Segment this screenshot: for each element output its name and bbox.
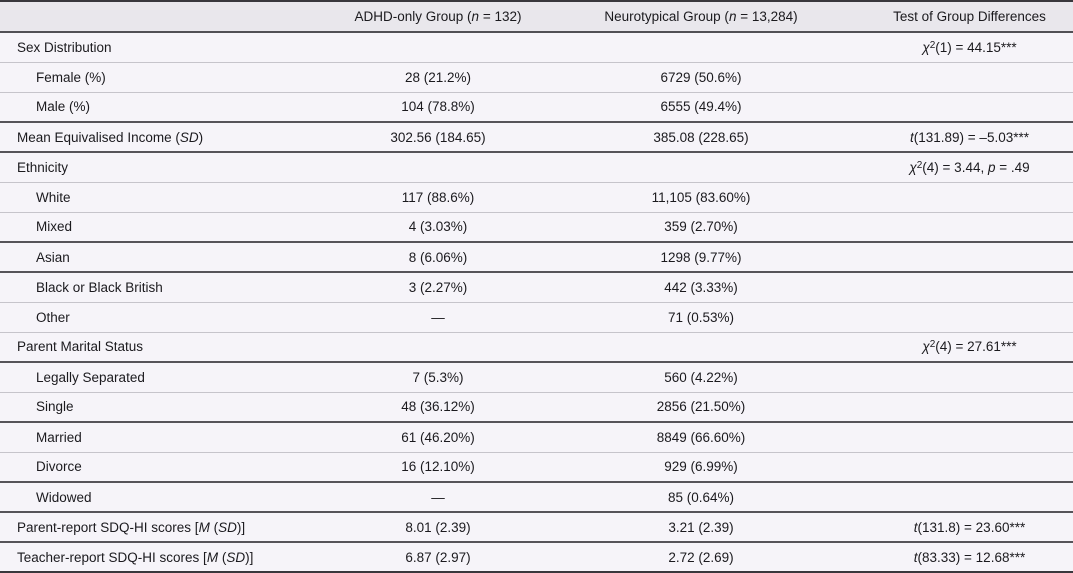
row-label: Parent Marital Status bbox=[0, 332, 340, 363]
cell-test-statistic bbox=[866, 422, 1073, 453]
cell-neurotypical-value: 359 (2.70%) bbox=[536, 212, 866, 243]
col-header-variable bbox=[0, 2, 340, 33]
cell-adhd-value: 4 (3.03%) bbox=[340, 212, 536, 243]
table-row: Male (%) 104 (78.8%) 6555 (49.4%) bbox=[0, 92, 1073, 123]
cell-adhd-value: 104 (78.8%) bbox=[340, 92, 536, 123]
table-row: Asian 8 (6.06%) 1298 (9.77%) bbox=[0, 242, 1073, 273]
cell-test-statistic: t(131.8) = 23.60*** bbox=[866, 512, 1073, 543]
cell-adhd-value bbox=[340, 32, 536, 63]
table-row: Sex Distribution χ2(1) = 44.15*** bbox=[0, 32, 1073, 63]
table-row: Parent Marital Status χ2(4) = 27.61*** bbox=[0, 332, 1073, 363]
cell-neurotypical-value: 11,105 (83.60%) bbox=[536, 182, 866, 213]
row-label: Other bbox=[0, 302, 340, 333]
cell-test-statistic: χ2(4) = 3.44, p = .49 bbox=[866, 152, 1073, 183]
cell-neurotypical-value: 385.08 (228.65) bbox=[536, 122, 866, 153]
cell-test-statistic: t(83.33) = 12.68*** bbox=[913, 550, 1026, 565]
cell-adhd-value: 8.01 (2.39) bbox=[340, 512, 536, 543]
table-row: Parent-report SDQ-HI scores [M (SD)] 8.01… bbox=[0, 512, 1073, 543]
row-label: Widowed bbox=[0, 482, 340, 513]
row-label: Legally Separated bbox=[0, 362, 340, 393]
cell-test-statistic bbox=[866, 452, 1073, 483]
cell-neurotypical-value: 3.21 (2.39) bbox=[536, 512, 866, 543]
cell-neurotypical-value: 1298 (9.77%) bbox=[536, 242, 866, 273]
table-row: Single 48 (36.12%) 2856 (21.50%) bbox=[0, 392, 1073, 423]
cell-adhd-value bbox=[340, 332, 536, 363]
row-label: Single bbox=[0, 392, 340, 423]
cell-adhd-value: 7 (5.3%) bbox=[340, 362, 536, 393]
row-label: Parent-report SDQ-HI scores [M (SD)] bbox=[0, 512, 340, 543]
table-row: Legally Separated 7 (5.3%) 560 (4.22%) bbox=[0, 362, 1073, 393]
cell-test-statistic bbox=[866, 242, 1073, 273]
table-row: Teacher-report SDQ-HI scores [M (SD)] 6.8… bbox=[0, 542, 1073, 571]
cell-adhd-value: — bbox=[340, 482, 536, 513]
cell-neurotypical-value bbox=[536, 152, 866, 183]
table-row: Divorce 16 (12.10%) 929 (6.99%) bbox=[0, 452, 1073, 483]
cell-neurotypical-value bbox=[536, 332, 866, 363]
cell-adhd-value bbox=[340, 152, 536, 183]
cell-neurotypical-value: 560 (4.22%) bbox=[536, 362, 866, 393]
col-header-adhd-group: ADHD-only Group (n = 132) bbox=[340, 2, 536, 33]
row-label: White bbox=[0, 182, 340, 213]
table-row: Other —71 (0.53%) bbox=[0, 302, 1073, 333]
cell-adhd-value: — bbox=[340, 302, 536, 333]
cell-neurotypical-value: 929 (6.99%) bbox=[536, 452, 866, 483]
table-header-row: ADHD-only Group (n = 132) Neurotypical G… bbox=[0, 2, 1073, 33]
cell-test-statistic bbox=[866, 392, 1073, 423]
col-header-neurotypical-group: Neurotypical Group (n = 13,284) bbox=[536, 2, 866, 33]
row-label: Teacher-report SDQ-HI scores [M (SD)] bbox=[17, 550, 254, 565]
cell-adhd-value: 6.87 (2.97) bbox=[405, 550, 471, 565]
cell-test-statistic bbox=[866, 482, 1073, 513]
row-label: Ethnicity bbox=[0, 152, 340, 183]
row-label: Mean Equivalised Income (SD) bbox=[0, 122, 340, 153]
table-row: Female (%) 28 (21.2%) 6729 (50.6%) bbox=[0, 62, 1073, 93]
cell-adhd-value: 16 (12.10%) bbox=[340, 452, 536, 483]
cell-adhd-value: 8 (6.06%) bbox=[340, 242, 536, 273]
cell-adhd-value: 302.56 (184.65) bbox=[340, 122, 536, 153]
cell-neurotypical-value: 442 (3.33%) bbox=[536, 272, 866, 303]
cell-test-statistic: t(131.89) = –5.03*** bbox=[866, 122, 1073, 153]
table-header: ADHD-only Group (n = 132) Neurotypical G… bbox=[0, 2, 1073, 33]
table-row: Mean Equivalised Income (SD) 302.56 (184.… bbox=[0, 122, 1073, 153]
cell-neurotypical-value: 85 (0.64%) bbox=[536, 482, 866, 513]
table-row: Mixed 4 (3.03%) 359 (2.70%) bbox=[0, 212, 1073, 243]
row-label: Sex Distribution bbox=[0, 32, 340, 63]
cell-test-statistic: χ2(1) = 44.15*** bbox=[866, 32, 1073, 63]
col-header-test-of-group-differences: Test of Group Differences bbox=[866, 2, 1073, 33]
cell-neurotypical-value: 8849 (66.60%) bbox=[536, 422, 866, 453]
cell-neurotypical-value: 71 (0.53%) bbox=[536, 302, 866, 333]
row-label: Male (%) bbox=[0, 92, 340, 123]
table-row: Married 61 (46.20%) 8849 (66.60%) bbox=[0, 422, 1073, 453]
row-label: Black or Black British bbox=[0, 272, 340, 303]
cell-adhd-value: 117 (88.6%) bbox=[340, 182, 536, 213]
cell-adhd-value: 48 (36.12%) bbox=[340, 392, 536, 423]
row-label: Female (%) bbox=[0, 62, 340, 93]
cell-test-statistic bbox=[866, 92, 1073, 123]
cell-neurotypical-value: 6555 (49.4%) bbox=[536, 92, 866, 123]
row-label: Married bbox=[0, 422, 340, 453]
cell-test-statistic bbox=[866, 62, 1073, 93]
cell-test-statistic bbox=[866, 302, 1073, 333]
cell-neurotypical-value: 2856 (21.50%) bbox=[536, 392, 866, 423]
cell-neurotypical-value: 6729 (50.6%) bbox=[536, 62, 866, 93]
table-row: White 117 (88.6%) 11,105 (83.60%) bbox=[0, 182, 1073, 213]
row-label: Mixed bbox=[0, 212, 340, 243]
cell-test-statistic: χ2(4) = 27.61*** bbox=[866, 332, 1073, 363]
table-row: Black or Black British 3 (2.27%) 442 (3.33… bbox=[0, 272, 1073, 303]
cell-adhd-value: 28 (21.2%) bbox=[340, 62, 536, 93]
cell-test-statistic bbox=[866, 272, 1073, 303]
row-label: Divorce bbox=[0, 452, 340, 483]
cell-test-statistic bbox=[866, 212, 1073, 243]
cell-neurotypical-value bbox=[536, 32, 866, 63]
row-label: Asian bbox=[0, 242, 340, 273]
cell-test-statistic bbox=[866, 182, 1073, 213]
cell-adhd-value: 3 (2.27%) bbox=[340, 272, 536, 303]
cell-test-statistic bbox=[866, 362, 1073, 393]
cell-neurotypical-value: 2.72 (2.69) bbox=[668, 550, 734, 565]
table-row: Ethnicity χ2(4) = 3.44, p = .49 bbox=[0, 152, 1073, 183]
table-body: Sex Distribution χ2(1) = 44.15*** Female (… bbox=[0, 32, 1073, 571]
cell-adhd-value: 61 (46.20%) bbox=[340, 422, 536, 453]
table-row: Widowed —85 (0.64%) bbox=[0, 482, 1073, 513]
